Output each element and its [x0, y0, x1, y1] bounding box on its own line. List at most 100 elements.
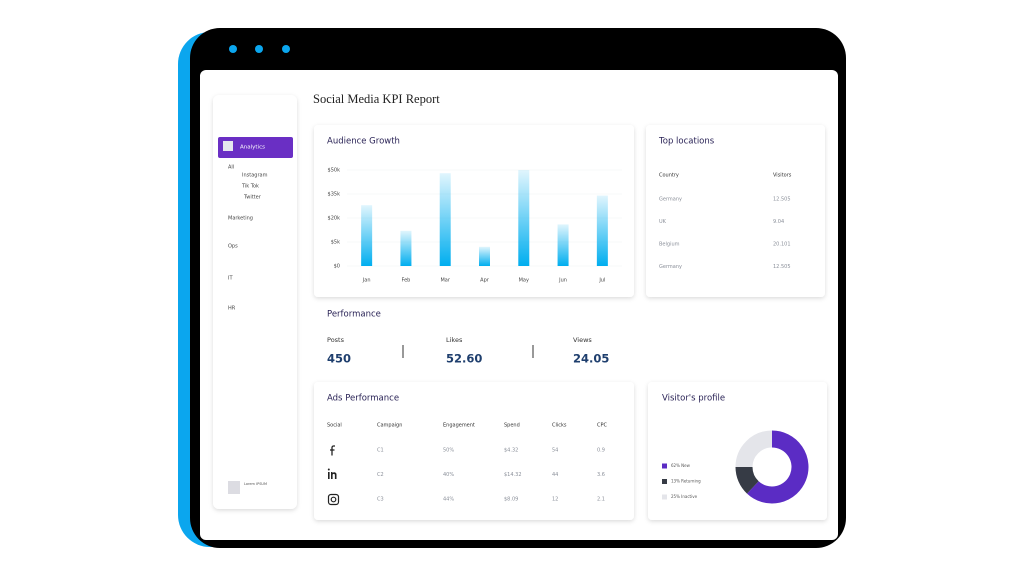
card — [646, 125, 825, 297]
table-cell: 3.6 — [597, 472, 605, 478]
table-header: Social — [327, 423, 342, 429]
table-cell: UK — [659, 219, 667, 225]
legend-swatch — [662, 463, 667, 469]
metric-value: 450 — [327, 352, 351, 366]
table-header: Clicks — [552, 423, 567, 429]
card-title: Ads Performance — [327, 394, 399, 404]
y-tick-label: $35k — [328, 192, 341, 198]
section-title: Performance — [327, 310, 381, 320]
bar — [557, 224, 569, 266]
table-cell: C3 — [377, 497, 384, 503]
legend-name: New — [681, 463, 690, 468]
window-dot — [255, 45, 263, 53]
legend-label: 13% Returning — [671, 479, 701, 484]
table-cell: 44% — [443, 497, 454, 503]
table-cell: $8.09 — [504, 497, 518, 503]
y-tick-label: $5k — [331, 240, 340, 246]
user-name: Lorem IPSUM — [244, 482, 267, 486]
nav-item[interactable]: All — [228, 165, 234, 171]
table-cell: 40% — [443, 472, 454, 478]
legend-value: 13% — [671, 479, 680, 484]
card-title: Top locations — [658, 137, 715, 147]
nav-item[interactable]: Marketing — [228, 216, 253, 222]
bar — [361, 205, 373, 266]
card — [314, 382, 634, 520]
legend-swatch — [662, 494, 667, 500]
card-title: Visitor's profile — [662, 394, 725, 404]
x-tick-label: Mar — [440, 278, 450, 284]
table-cell: Germany — [659, 197, 682, 203]
metric-label: Likes — [446, 336, 463, 344]
table-cell: 9.04 — [773, 219, 784, 225]
table-cell: Belgium — [659, 242, 680, 248]
nav-item[interactable]: Ops — [228, 244, 238, 250]
y-tick-label: $50k — [328, 168, 341, 174]
metric-label: Posts — [327, 336, 345, 344]
card-title: Audience Growth — [327, 137, 400, 147]
metric-label: Views — [573, 336, 592, 344]
page-title: Social Media KPI Report — [313, 92, 440, 106]
avatar — [228, 481, 240, 494]
table-cell: 12.505 — [773, 197, 791, 203]
sidebar — [213, 95, 297, 509]
table-header: Engagement — [443, 423, 475, 429]
table-cell: 54 — [552, 448, 558, 454]
table-header: Spend — [504, 423, 520, 429]
table-cell: C1 — [377, 448, 384, 454]
legend-swatch — [662, 479, 667, 484]
legend-label: 25% Inactive — [671, 494, 698, 499]
table-header: CPC — [597, 423, 608, 429]
nav-subitem[interactable]: Twitter — [243, 195, 262, 201]
instagram-icon — [327, 493, 340, 506]
bar — [479, 246, 490, 266]
x-tick-label: May — [519, 278, 529, 284]
legend-label: 62% New — [671, 463, 691, 468]
linkedin-icon — [327, 468, 337, 479]
table-header: Country — [659, 173, 679, 179]
legend-name: Returning — [681, 479, 701, 484]
table-header: Visitors — [773, 173, 792, 179]
metric-value: 52.60 — [446, 352, 482, 366]
nav-icon — [223, 141, 233, 151]
donut-segment — [747, 430, 809, 504]
y-tick-label: $0 — [334, 264, 340, 270]
card — [314, 125, 634, 297]
metric-value: 24.05 — [573, 352, 609, 366]
legend-value: 62% — [671, 463, 680, 468]
table-cell: 2.1 — [597, 497, 605, 503]
nav-subitem[interactable]: Instagram — [242, 173, 268, 179]
table-cell: $14.32 — [504, 472, 522, 478]
x-tick-label: Jul — [598, 278, 605, 284]
legend-value: 25% — [671, 494, 680, 499]
nav-item[interactable]: Analytics — [240, 145, 265, 151]
facebook-icon — [330, 445, 335, 456]
table-cell: 0.9 — [597, 448, 605, 454]
nav-item[interactable]: IT — [228, 276, 233, 282]
bar — [596, 195, 608, 266]
table-cell: C2 — [377, 472, 384, 478]
donut-segment — [735, 430, 773, 468]
bar — [439, 173, 451, 266]
x-tick-label: Jun — [558, 278, 567, 284]
nav-item[interactable]: HR — [228, 306, 236, 312]
window-dot — [229, 45, 237, 53]
x-tick-label: Feb — [401, 278, 410, 284]
table-cell: 12 — [552, 497, 558, 503]
window-dot — [282, 45, 290, 53]
bar — [518, 170, 530, 266]
donut-segment — [735, 466, 760, 494]
x-tick-label: Jan — [362, 278, 371, 284]
y-tick-label: $20k — [328, 216, 341, 222]
legend-name: Inactive — [681, 494, 697, 499]
nav-subitem[interactable]: Tik Tok — [241, 184, 259, 190]
table-header: Campaign — [377, 423, 402, 429]
bar — [400, 230, 412, 266]
table-cell: Germany — [659, 264, 682, 270]
table-cell: 50% — [443, 448, 454, 454]
nav-active[interactable] — [218, 137, 293, 158]
table-cell: 20.101 — [773, 242, 791, 248]
table-cell: 12.505 — [773, 264, 791, 270]
table-cell: $4.32 — [504, 448, 518, 454]
x-tick-label: Apr — [480, 278, 490, 284]
